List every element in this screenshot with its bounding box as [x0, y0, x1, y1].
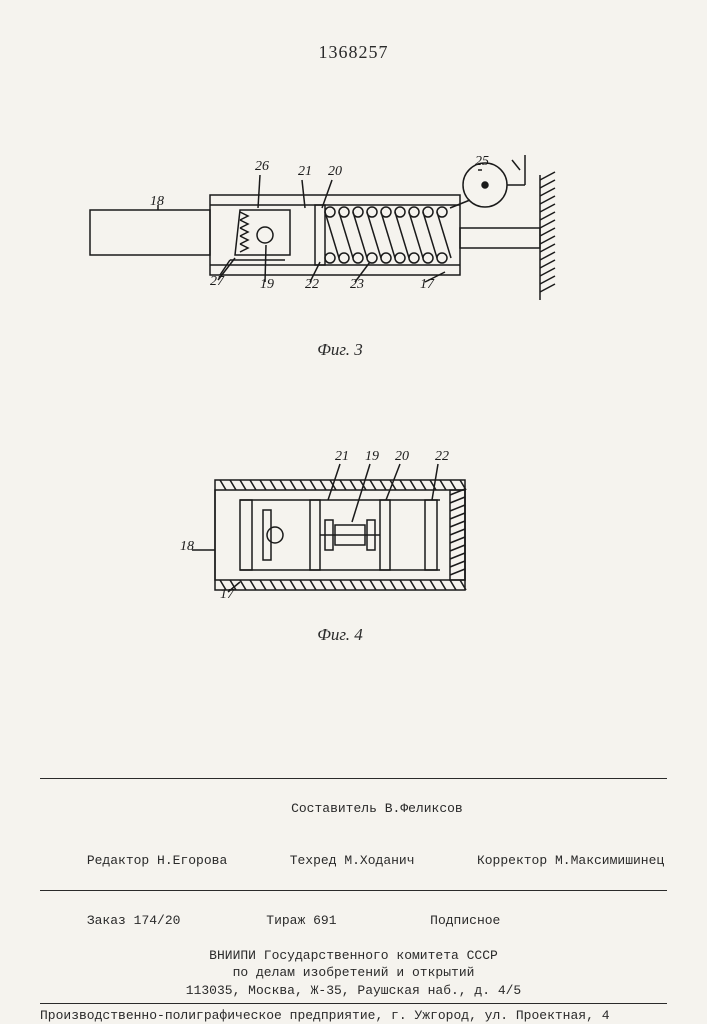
fig3-drawing: 1826212025242719222317: [80, 150, 600, 340]
svg-text:25: 25: [475, 154, 489, 169]
svg-text:21: 21: [335, 450, 349, 464]
org-line-1: ВНИИПИ Государственного комитета СССР: [40, 947, 667, 965]
address-line: 113035, Москва, Ж-35, Раушская наб., д. …: [40, 982, 667, 1000]
svg-text:27: 27: [210, 274, 225, 289]
editor-label: Редактор: [87, 853, 149, 868]
divider: [40, 1003, 667, 1004]
svg-text:20: 20: [328, 164, 342, 179]
svg-text:19: 19: [260, 277, 274, 292]
tirazh-no: 691: [313, 913, 336, 928]
figure-4: 21 19 20 22 18 17 Фиг. 4: [180, 450, 500, 645]
svg-text:17: 17: [420, 277, 435, 292]
compiler-name: В.Феликсов: [385, 801, 463, 816]
corrector-label: Корректор: [477, 853, 547, 868]
techred-label: Техред: [290, 853, 337, 868]
divider: [40, 778, 667, 779]
svg-text:18: 18: [180, 539, 194, 554]
editor-name: Н.Егорова: [157, 853, 227, 868]
svg-text:18: 18: [150, 194, 164, 209]
svg-text:19: 19: [365, 450, 379, 464]
tirazh-label: Тираж: [266, 913, 305, 928]
svg-text:20: 20: [395, 450, 409, 464]
printer-line: Производственно-полиграфическое предприя…: [40, 1007, 667, 1024]
svg-text:24: 24: [510, 150, 524, 154]
org-line-2: по делам изобретений и открытий: [40, 964, 667, 982]
order-label: Заказ: [87, 913, 126, 928]
svg-text:22: 22: [435, 450, 449, 464]
fig3-caption: Фиг. 3: [80, 340, 600, 360]
corrector-name: М.Максимишинец: [555, 853, 664, 868]
subscription: Подписное: [430, 913, 500, 928]
svg-text:21: 21: [298, 164, 312, 179]
order-no: 174/20: [134, 913, 181, 928]
footer-block: Составитель В.Феликсов Редактор Н.Егоров…: [40, 775, 667, 1024]
divider: [40, 890, 667, 891]
techred-name: М.Ходанич: [344, 853, 414, 868]
patent-number: 1368257: [0, 42, 707, 63]
figure-3: 1826212025242719222317 Фиг. 3: [80, 150, 600, 360]
svg-text:26: 26: [255, 159, 269, 174]
compiler-label: Составитель: [291, 801, 377, 816]
svg-text:17: 17: [220, 587, 235, 602]
fig4-caption: Фиг. 4: [180, 625, 500, 645]
fig4-drawing: 21 19 20 22 18 17: [180, 450, 500, 625]
